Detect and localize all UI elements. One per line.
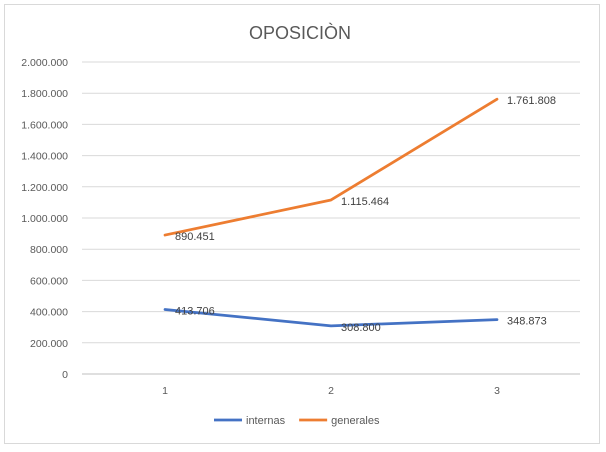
data-label-generales: 1.761.808 xyxy=(507,95,556,107)
chart-frame xyxy=(4,4,600,444)
y-tick-label: 2.000.000 xyxy=(21,57,68,69)
y-tick-label: 400.000 xyxy=(30,307,68,319)
data-label-generales: 890.451 xyxy=(175,231,215,243)
y-tick-label: 1.200.000 xyxy=(21,182,68,194)
y-axis: 0 200.000 400.000 600.000 800.000 1.000.000 1.… xyxy=(21,57,68,381)
y-tick-label: 1.600.000 xyxy=(21,119,68,131)
data-label-internas: 348.873 xyxy=(507,316,547,328)
x-tick-label: 3 xyxy=(494,385,500,397)
legend-label-internas: internas xyxy=(246,415,286,427)
y-tick-label: 800.000 xyxy=(30,244,68,256)
legend: internas generales xyxy=(214,415,380,427)
y-tick-label: 1.400.000 xyxy=(21,151,68,163)
data-label-internas: 413.706 xyxy=(175,305,215,317)
gridlines xyxy=(82,61,580,375)
chart-title: OPOSICIÒN xyxy=(249,22,351,43)
y-tick-label: 0 xyxy=(62,369,68,381)
y-tick-label: 1.800.000 xyxy=(21,88,68,100)
series-line-internas xyxy=(163,308,499,328)
y-tick-label: 600.000 xyxy=(30,275,68,287)
y-tick-label: 1.000.000 xyxy=(21,213,68,225)
y-tick-label: 200.000 xyxy=(30,338,68,350)
series-line-generales xyxy=(163,97,499,237)
x-tick-label: 1 xyxy=(162,385,168,397)
legend-label-generales: generales xyxy=(331,415,380,427)
data-label-internas: 308.800 xyxy=(341,322,381,334)
data-labels: 413.706 308.800 348.873 890.451 1.115.464 1.7… xyxy=(175,95,556,334)
x-axis: 1 2 3 xyxy=(162,385,500,397)
data-label-generales: 1.115.464 xyxy=(341,196,389,208)
x-tick-label: 2 xyxy=(328,385,334,397)
series-group xyxy=(163,97,499,328)
